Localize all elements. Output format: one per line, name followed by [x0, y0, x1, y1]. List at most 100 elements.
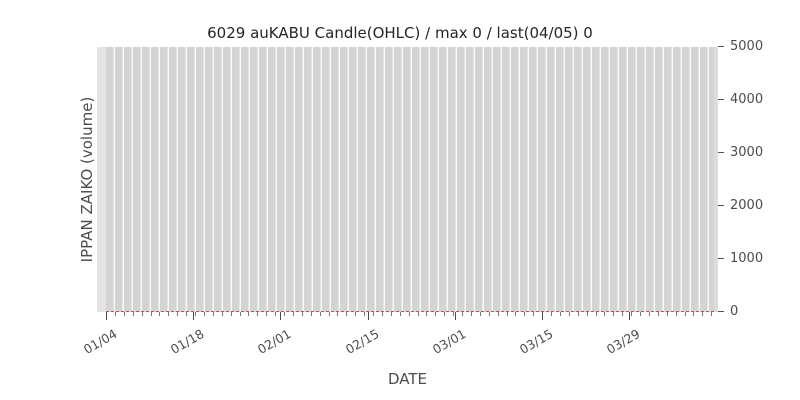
x-axis-minor-tick: [186, 312, 188, 316]
x-axis-minor-tick: [292, 312, 294, 316]
y-axis-tick-mark: [718, 152, 724, 153]
x-axis-minor-tick: [141, 312, 143, 316]
x-axis-minor-tick: [221, 312, 223, 316]
x-axis-minor-tick: [551, 312, 552, 316]
x-axis-minor-tick: [310, 312, 312, 316]
x-axis-minor-tick: [462, 312, 463, 316]
y-axis-tick-mark: [718, 99, 724, 100]
x-axis-minor-tick: [159, 312, 161, 316]
x-axis-minor-tick: [248, 312, 250, 316]
x-axis-minor-tick: [631, 312, 633, 316]
x-axis-minor-tick: [604, 312, 606, 316]
x-axis-minor-tick: [559, 312, 561, 316]
x-axis-minor-tick: [123, 312, 125, 316]
x-axis-minor-tick: [515, 312, 517, 316]
y-axis-tick-mark: [718, 311, 724, 312]
x-axis-minor-tick: [711, 312, 713, 316]
x-axis-minor-tick: [355, 312, 357, 316]
x-axis-minor-tick: [684, 312, 686, 316]
chart-title: 6029 auKABU Candle(OHLC) / max 0 / last(…: [207, 24, 593, 42]
x-axis-title: DATE: [387, 370, 428, 388]
y-axis-tick-label: 3000: [730, 145, 764, 160]
x-axis-major-tick: [367, 312, 369, 320]
plot-area: [97, 47, 718, 312]
x-axis-minor-tick: [426, 312, 428, 316]
x-axis-tick-label: 03/15: [516, 326, 556, 358]
y-axis-tick-mark: [718, 258, 724, 259]
x-axis-minor-tick: [648, 312, 650, 316]
y-axis-tick-label: 5000: [730, 39, 764, 54]
x-axis-major-tick: [629, 312, 631, 320]
x-axis-minor-tick: [390, 312, 392, 316]
x-axis-major-tick: [280, 312, 282, 320]
x-axis-minor-tick: [640, 312, 641, 316]
x-axis-minor-tick: [266, 312, 268, 316]
x-axis-minor-tick: [177, 312, 179, 316]
x-axis-minor-tick: [230, 312, 232, 316]
x-axis-minor-tick: [364, 312, 366, 316]
x-axis-tick-label: 01/04: [80, 326, 120, 358]
x-axis-ticks: [97, 312, 718, 324]
x-axis-minor-tick: [622, 312, 624, 316]
x-axis-minor-tick: [657, 312, 659, 316]
x-axis-minor-tick: [150, 312, 152, 316]
x-axis-minor-tick: [586, 312, 588, 316]
x-axis-minor-tick: [506, 312, 508, 316]
x-axis-minor-tick: [275, 312, 277, 316]
x-axis-minor-tick: [212, 312, 214, 316]
y-axis-tick-label: 4000: [730, 92, 764, 107]
y-axis-tick-label: 0: [730, 304, 739, 319]
x-axis-minor-tick: [257, 312, 259, 316]
x-axis-minor-tick: [417, 312, 419, 316]
x-axis-minor-tick: [479, 312, 481, 316]
y-axis-tick-mark: [718, 46, 724, 47]
x-axis-tick-label: 02/15: [342, 326, 382, 358]
x-axis-minor-tick: [470, 312, 472, 316]
x-axis-minor-tick: [666, 312, 668, 316]
x-axis-minor-tick: [488, 312, 490, 316]
x-axis-major-tick: [454, 312, 456, 320]
x-axis-minor-tick: [568, 312, 570, 316]
x-axis-minor-tick: [693, 312, 695, 316]
x-axis-minor-tick: [435, 312, 437, 316]
x-axis-minor-tick: [195, 312, 196, 316]
x-axis-minor-tick: [284, 312, 285, 316]
x-axis-minor-tick: [675, 312, 677, 316]
x-axis-minor-tick: [702, 312, 704, 316]
x-axis-minor-tick: [497, 312, 499, 316]
x-axis-major-tick: [193, 312, 195, 320]
x-axis-minor-tick: [408, 312, 410, 316]
x-axis-minor-tick: [577, 312, 579, 316]
x-axis-minor-tick: [524, 312, 526, 316]
x-axis-tick-label: 02/01: [255, 326, 294, 358]
x-axis-tick-label: 03/01: [429, 326, 469, 358]
x-axis-minor-tick: [399, 312, 401, 316]
x-axis-minor-tick: [453, 312, 455, 316]
x-axis-tick-label: 03/29: [604, 326, 643, 358]
y-axis-tick-label: 1000: [730, 251, 764, 266]
x-axis-minor-tick: [444, 312, 446, 316]
plot-right-padding: [714, 47, 718, 312]
x-axis-minor-tick: [301, 312, 303, 316]
plot-left-padding: [97, 47, 106, 312]
x-axis-minor-tick: [319, 312, 321, 316]
x-axis-major-tick: [542, 312, 544, 320]
x-axis-minor-tick: [337, 312, 339, 316]
x-axis-tick-label: 01/18: [168, 326, 207, 358]
x-axis-minor-tick: [381, 312, 383, 316]
series-line-ippan-zaiko: [106, 311, 714, 312]
x-axis-minor-tick: [203, 312, 205, 316]
y-axis-tick-mark: [718, 205, 724, 206]
x-axis-minor-tick: [114, 312, 116, 316]
x-axis-minor-tick: [328, 312, 330, 316]
x-axis-minor-tick: [239, 312, 241, 316]
x-axis-minor-tick: [346, 312, 348, 316]
x-axis-major-tick: [106, 312, 107, 320]
y-axis-tick-label: 2000: [730, 198, 764, 213]
x-axis-minor-tick: [132, 312, 134, 316]
x-axis-minor-tick: [533, 312, 535, 316]
x-axis-minor-tick: [595, 312, 597, 316]
x-axis-minor-tick: [613, 312, 615, 316]
y-axis-title: IPPAN ZAIKO (volume): [78, 96, 96, 263]
